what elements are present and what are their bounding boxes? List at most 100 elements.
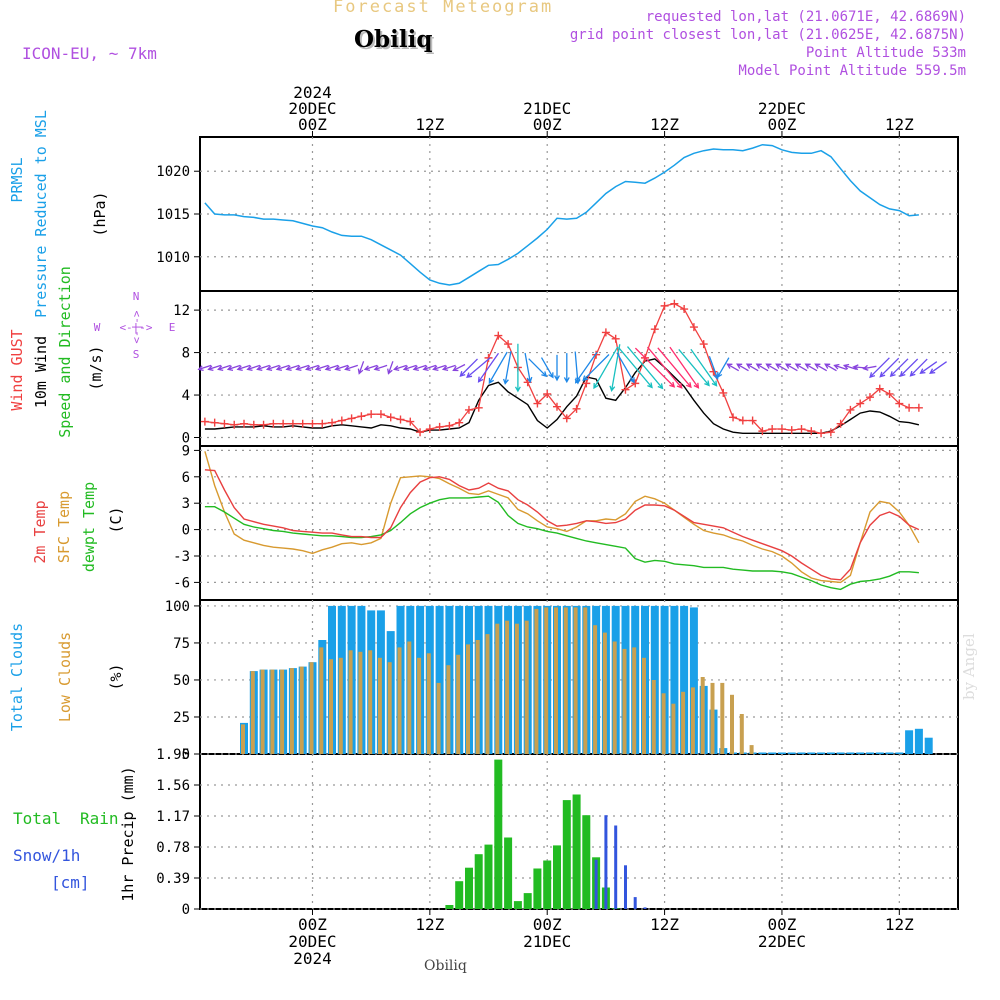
y-tick-label: 0	[182, 431, 190, 447]
wind-arrow	[690, 348, 718, 387]
gust-marker	[699, 340, 708, 349]
gust-marker	[729, 413, 738, 422]
wind-arrow	[459, 358, 478, 377]
low-cloud-bar	[426, 653, 431, 754]
top-time-label: 22DEC	[758, 99, 806, 118]
low-cloud-bar	[593, 625, 598, 754]
low-cloud-bar	[720, 682, 725, 754]
snow-bar	[643, 907, 647, 909]
gust-marker	[416, 428, 425, 437]
snow-bar	[604, 815, 608, 909]
wind-label-dir: Speed and Direction	[56, 266, 74, 438]
gust-marker	[601, 328, 610, 337]
low-cloud-bar	[358, 651, 363, 754]
gust-marker	[200, 417, 209, 426]
low-cloud-bar	[700, 677, 705, 754]
rain-bar	[572, 794, 581, 909]
wind-arrow	[236, 364, 251, 372]
location-title: Obiliq	[354, 26, 433, 53]
wind-arrow	[217, 364, 231, 372]
total-cloud-bar	[826, 752, 835, 754]
wind-arrow	[745, 363, 759, 372]
bottom-time-label: 00Z	[767, 915, 796, 934]
gust-marker	[298, 419, 307, 428]
y-tick-label: 1020	[156, 164, 190, 180]
gust-marker	[738, 416, 747, 425]
wind-arrow	[488, 351, 508, 385]
y-tick-label: 6	[182, 470, 190, 486]
total-cloud-bar	[787, 752, 796, 754]
gust-marker	[797, 425, 806, 434]
low-cloud-bar	[299, 666, 304, 754]
precip-label-total: Total	[13, 809, 61, 828]
y-tick-label: 0	[182, 747, 190, 763]
pressure-line	[204, 143, 919, 286]
low-cloud-bar	[612, 641, 617, 754]
bottom-time-label: 2024	[293, 949, 332, 968]
gust-marker	[768, 425, 777, 434]
low-cloud-bar	[387, 662, 392, 754]
wind-arrow	[755, 363, 769, 372]
wind-arrow	[593, 346, 619, 390]
wind-arrow	[678, 348, 710, 387]
low-cloud-bar	[514, 623, 519, 754]
bottom-time-label: 22DEC	[758, 932, 806, 951]
clouds-label-low: Low Clouds	[56, 632, 74, 722]
snow-bar-group	[594, 815, 647, 909]
top-time-label: 2024	[293, 83, 332, 102]
wind-arrow	[275, 364, 290, 372]
wind-arrow	[765, 363, 779, 372]
total-cloud-bar	[875, 752, 884, 754]
low-cloud-bar	[573, 607, 578, 754]
wind-arrow	[726, 363, 740, 372]
wind-arrow	[669, 346, 700, 389]
wind-arrow	[647, 346, 683, 389]
snow-bar	[614, 825, 618, 909]
y-tick-label: 100	[165, 599, 190, 615]
total-cloud-bar	[836, 752, 845, 754]
low-cloud-bar	[632, 647, 637, 754]
gust-marker	[474, 403, 483, 412]
total-cloud-bar	[768, 752, 777, 754]
gust-marker	[249, 420, 258, 429]
gust-marker	[826, 428, 835, 437]
low-cloud-bar	[661, 693, 666, 754]
y-tick-label: -6	[173, 575, 190, 591]
gust-marker	[787, 426, 796, 435]
total-cloud-bar	[895, 752, 904, 754]
wind-arrow	[295, 364, 310, 372]
low-cloud-bar	[730, 694, 734, 754]
wind-arrow	[344, 364, 358, 372]
model-point-altitude: Model Point Altitude 559.5m	[738, 63, 966, 79]
low-cloud-bar	[280, 669, 285, 754]
total-cloud-bar	[797, 752, 806, 754]
low-cloud-bar	[309, 662, 314, 754]
low-cloud-bar	[534, 608, 539, 754]
top-time-label: 20DEC	[288, 99, 336, 118]
meteogram-title: Forecast Meteogram	[333, 0, 554, 17]
footer-location: Obiliq	[424, 958, 467, 974]
low-cloud-bar	[554, 607, 558, 754]
gust-marker	[386, 413, 395, 422]
rain-bar	[465, 867, 473, 909]
wind-arrow	[804, 363, 818, 372]
low-cloud-bar	[407, 641, 412, 754]
top-time-label: 00Z	[298, 115, 327, 134]
rain-bar	[523, 893, 532, 909]
low-cloud-bar	[338, 657, 343, 755]
bottom-time-label: 12Z	[885, 915, 914, 934]
gust-marker	[240, 419, 249, 428]
gust-marker	[406, 417, 415, 426]
bottom-time-label: 00Z	[298, 915, 327, 934]
compass-east: E	[169, 321, 176, 334]
panel-pressure: 1010 1015 1020	[156, 136, 959, 292]
y-tick-label: 1015	[156, 207, 190, 223]
bottom-time-label: 12Z	[415, 915, 444, 934]
gust-marker	[611, 334, 620, 343]
precip-label-cm: [cm]	[51, 873, 90, 892]
rain-bar	[553, 845, 561, 909]
wind-arrow	[528, 358, 548, 378]
gust-marker	[328, 418, 337, 427]
wind-arrow	[207, 364, 222, 372]
